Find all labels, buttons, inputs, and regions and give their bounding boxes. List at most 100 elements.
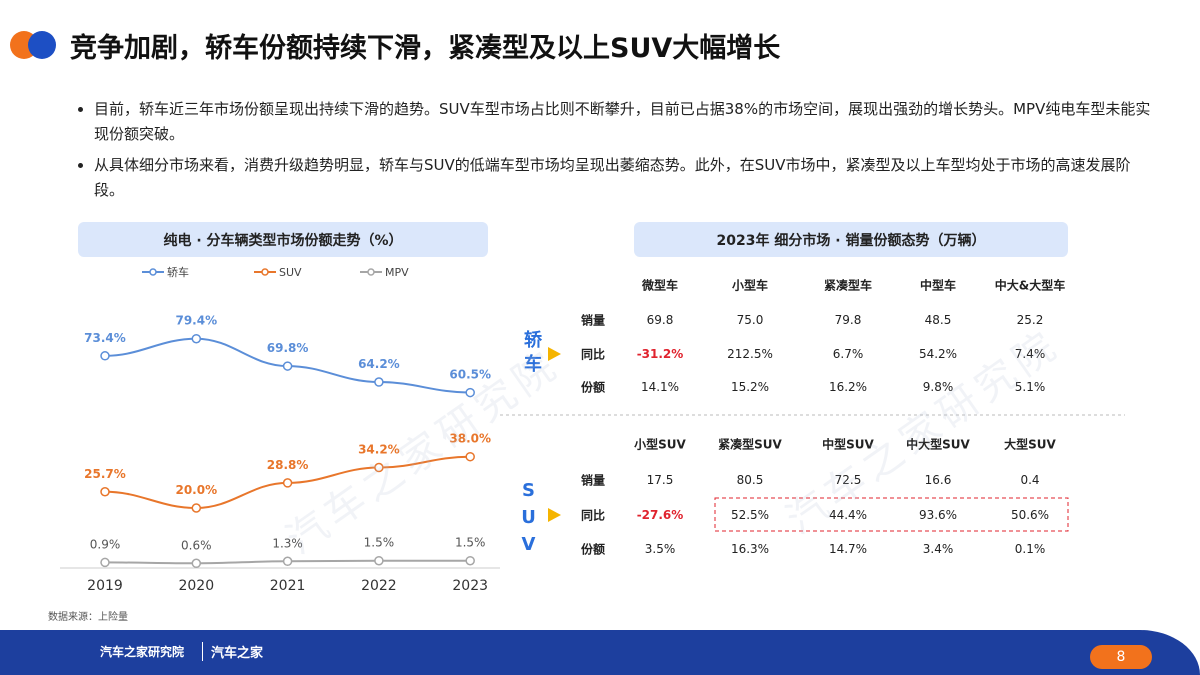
data-label: 25.7% (84, 467, 126, 481)
table-cell: 0.1% (1014, 542, 1046, 556)
table-cell: 微型车 (641, 278, 679, 293)
table-cell: 中型车 (919, 278, 957, 293)
arrow (548, 508, 561, 522)
table-cell: 份额 (580, 380, 606, 395)
point (191, 558, 202, 569)
point (100, 557, 110, 568)
table-cell: 同比 (580, 347, 606, 362)
legend-label: SUV (279, 266, 302, 279)
table-cell: 同比 (580, 508, 606, 523)
legend-label: 轿车 (167, 265, 189, 279)
table-cell: 75.0 (736, 313, 764, 327)
table-cell: 212.5% (727, 347, 773, 361)
table-cell: 16.2% (828, 380, 868, 394)
data-label: 34.2% (358, 443, 400, 457)
point (374, 555, 384, 566)
data-label: 69.8% (267, 341, 309, 355)
data-label: 0.6% (181, 538, 212, 552)
data-label: 73.4% (84, 331, 126, 345)
table-cell: 份额 (580, 542, 606, 557)
table-title: 2023年 细分市场 · 销量份额态势（万辆） (634, 222, 1068, 257)
table-cell: 3.4% (922, 542, 954, 556)
table-cell: 大型SUV (1004, 437, 1056, 452)
data-label: 20.0% (175, 483, 217, 497)
table-cell: 5.1% (1014, 380, 1046, 394)
footer (0, 630, 1200, 675)
table-cell: 80.5 (736, 473, 764, 487)
point (191, 333, 202, 344)
data-label: 28.8% (267, 458, 309, 472)
point (191, 503, 202, 513)
table-cell: 93.6% (918, 508, 958, 522)
table-cell: 79.8 (834, 313, 862, 327)
highlight-box (714, 497, 1069, 532)
table-cell: 小型车 (731, 278, 769, 293)
table-cell: 16.3% (730, 542, 770, 556)
table-cell: 72.5 (834, 473, 862, 487)
x-tick-label: 2023 (452, 578, 488, 594)
data-label: 1.5% (455, 536, 486, 550)
table-cell: 中型SUV (822, 437, 874, 452)
table-cell: 54.2% (918, 347, 958, 361)
table-cell: 9.8% (922, 380, 954, 394)
point (374, 462, 384, 473)
data-label: 1.5% (364, 536, 395, 550)
table-cell: 17.5 (646, 473, 674, 487)
point (100, 487, 110, 497)
table-cell: 25.2 (1016, 313, 1044, 327)
table-side-label: 轿车 (521, 330, 542, 378)
x-tick-label: 2019 (87, 578, 123, 594)
bullets: 目前，轿车近三年市场份额呈现出持续下滑的趋势。SUV车型市场占比则不断攀升，目前… (70, 97, 1154, 209)
point (465, 451, 475, 462)
point (100, 351, 110, 361)
data-label: 64.2% (358, 357, 400, 371)
arrow (548, 347, 561, 361)
x-tick-label: 2020 (178, 578, 214, 594)
footer-logo-text: 汽车之家 (202, 642, 263, 661)
legend-marker (261, 268, 269, 276)
table-cell: 14.7% (828, 542, 868, 556)
table-cell: 紧凑型SUV (718, 437, 782, 452)
legend-marker (149, 268, 157, 276)
table-cell: 52.5% (730, 508, 770, 522)
footer-brand: 汽车之家研究院 (100, 645, 185, 659)
data-label: 60.5% (449, 368, 491, 382)
data-label: 79.4% (175, 314, 217, 328)
table-cell: 中大型SUV (906, 437, 970, 452)
table-side-label: SUV (518, 480, 539, 561)
table-cell: 16.6 (924, 473, 952, 487)
table-cell: 紧凑型车 (823, 278, 873, 293)
point (282, 556, 293, 567)
table-cell: 销量 (580, 473, 606, 488)
point (282, 478, 293, 488)
title-dot (28, 31, 56, 59)
table-cell: 6.7% (832, 347, 864, 361)
point (282, 361, 293, 371)
point (374, 377, 384, 387)
table-cell: 小型SUV (634, 437, 686, 452)
table-cell: 销量 (580, 313, 606, 328)
table-cell: 48.5 (924, 313, 952, 327)
chart-title: 纯电 · 分车辆类型市场份额走势（%） (78, 222, 488, 257)
bullet: 目前，轿车近三年市场份额呈现出持续下滑的趋势。SUV车型市场占比则不断攀升，目前… (94, 97, 1154, 147)
table-cell: 3.5% (644, 542, 676, 556)
table-cell: 中大&大型车 (994, 278, 1066, 293)
data-label: 0.9% (90, 537, 121, 551)
table-cell: 44.4% (828, 508, 868, 522)
line-chart: 2019 2020 2021 2022 2023 轿车 73.4% 79.4% 69.8% 64.… (60, 265, 500, 594)
legend-label: MPV (385, 266, 409, 279)
source: 数据来源：上险量 (48, 612, 128, 623)
point (465, 387, 475, 398)
title: 竞争加剧，轿车份额持续下滑，紧凑型及以上SUV大幅增长 (70, 33, 781, 64)
legend-marker (367, 268, 375, 276)
table-cell: 50.6% (1010, 508, 1050, 522)
x-tick-label: 2021 (270, 578, 306, 594)
table-cell: 14.1% (640, 380, 680, 394)
bullet: 从具体细分市场来看，消费升级趋势明显，轿车与SUV的低端车型市场均呈现出萎缩态势… (94, 153, 1154, 203)
table-cell: 69.8 (646, 313, 674, 327)
data-label: 1.3% (272, 536, 303, 550)
page-number: 8 (1090, 645, 1152, 669)
table-cell: -31.2% (636, 347, 684, 361)
